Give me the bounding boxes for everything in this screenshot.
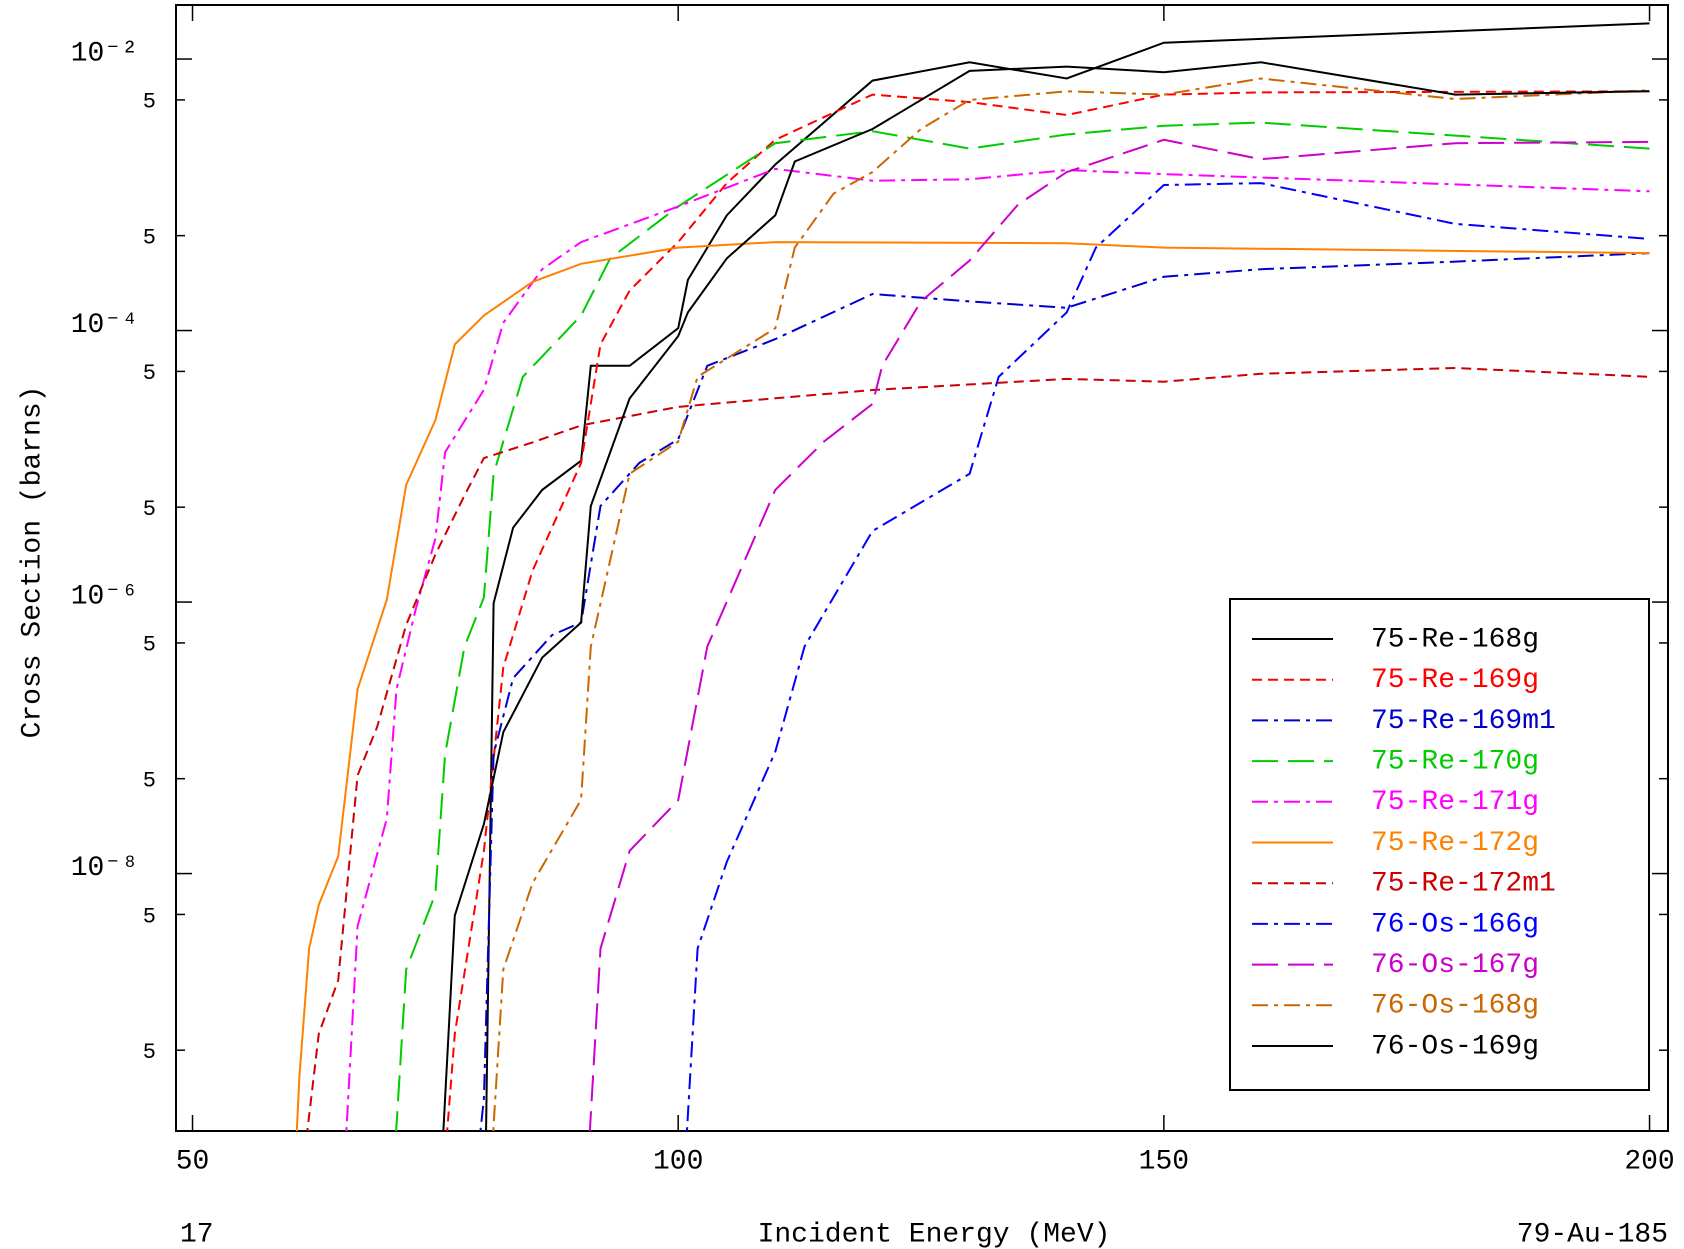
y-tick-label: 10⁻⁸ [71, 853, 138, 884]
legend-label: 75-Re-172m1 [1371, 869, 1556, 900]
series-line [345, 167, 1650, 1131]
legend-label: 75-Re-168g [1371, 624, 1539, 655]
series-line [395, 121, 1650, 1131]
series-line [295, 241, 1650, 1131]
x-tick-label: 50 [176, 1146, 210, 1177]
y-tick-label: 10⁻⁴ [71, 310, 138, 341]
series-line [442, 61, 1650, 1131]
legend-box [1229, 598, 1650, 1091]
series-line [588, 138, 1650, 1131]
legend-label: 76-Os-168g [1371, 991, 1539, 1022]
x-axis-label: Incident Energy (MeV) [758, 1219, 1111, 1249]
legend-label: 76-Os-169g [1371, 1031, 1539, 1062]
series-line [306, 366, 1650, 1131]
series-line [492, 77, 1650, 1131]
legend-label: 75-Re-171g [1371, 787, 1539, 818]
y-tick-label: 5 [143, 225, 156, 250]
y-tick-label: 10⁻² [71, 38, 138, 69]
y-tick-label: 5 [143, 361, 156, 386]
x-tick-label: 100 [653, 1146, 703, 1177]
x-tick-label: 200 [1624, 1146, 1674, 1177]
plot-lines [295, 22, 1650, 1131]
footer-left: 17 [180, 1219, 214, 1249]
footer-right: 79-Au-185 [1517, 1219, 1668, 1249]
y-axis-label: Cross Section (barns) [17, 386, 48, 739]
y-tick-label: 5 [143, 768, 156, 793]
plot-frame [175, 4, 1669, 1132]
y-tick-label: 5 [143, 497, 156, 522]
x-tick-label: 150 [1139, 1146, 1189, 1177]
y-tick-label: 5 [143, 633, 156, 658]
series-line [485, 22, 1650, 1131]
y-tick-label: 10⁻⁶ [71, 581, 138, 612]
legend-label: 75-Re-172g [1371, 828, 1539, 859]
y-tick-label: 5 [143, 90, 156, 115]
legend-label: 76-Os-167g [1371, 950, 1539, 981]
y-tick-label: 5 [143, 1040, 156, 1065]
legend-label: 75-Re-169g [1371, 665, 1539, 696]
legend-label: 75-Re-169m1 [1371, 706, 1556, 737]
legend-label: 76-Os-166g [1371, 909, 1539, 940]
legend-label: 75-Re-170g [1371, 746, 1539, 777]
series-line [685, 182, 1650, 1131]
y-tick-label: 5 [143, 904, 156, 929]
